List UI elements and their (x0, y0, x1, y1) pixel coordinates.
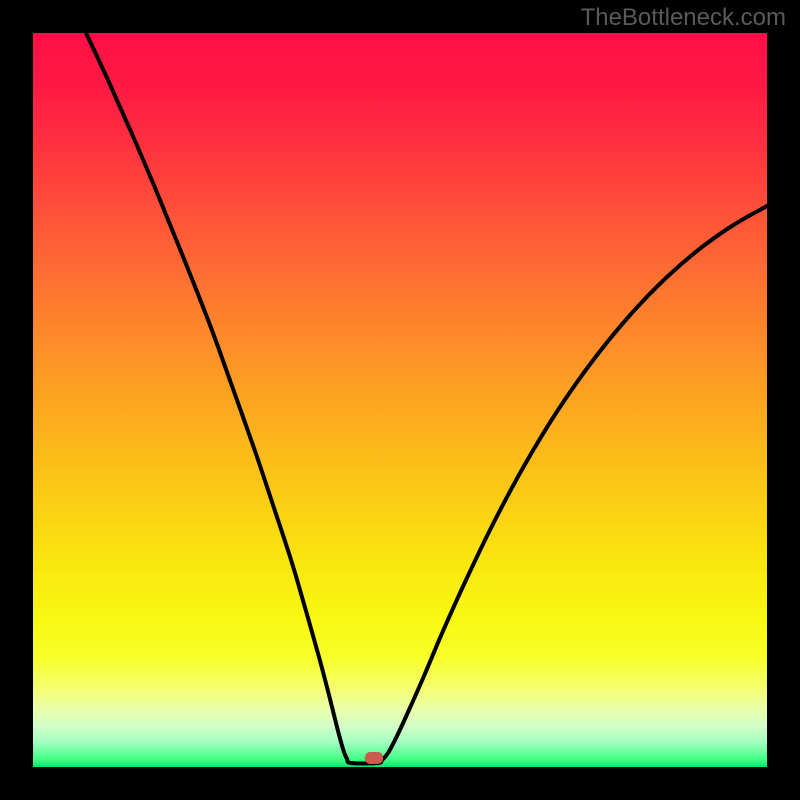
bottleneck-curve (33, 33, 767, 767)
plot-area (33, 33, 767, 767)
watermark-text: TheBottleneck.com (581, 4, 786, 32)
chart-container: TheBottleneck.com (0, 0, 800, 800)
